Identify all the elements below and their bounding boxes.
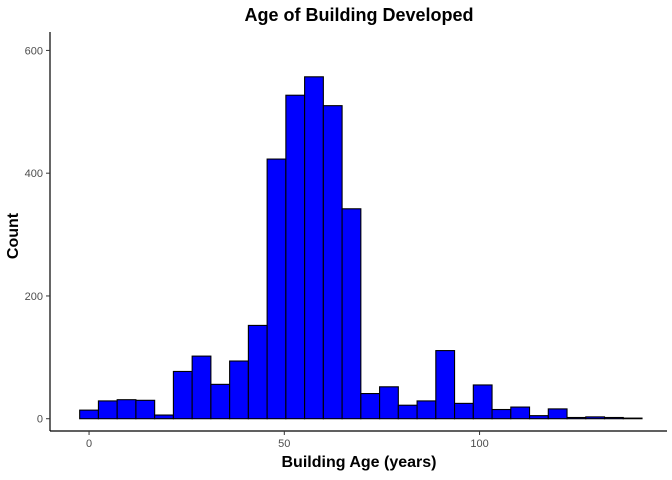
histogram-bar bbox=[322, 105, 343, 420]
histogram-bar bbox=[416, 400, 437, 420]
histogram-bar bbox=[304, 76, 324, 420]
x-tick-label: 50 bbox=[278, 438, 290, 450]
histogram-bar bbox=[266, 158, 287, 420]
y-axis-label: Count bbox=[5, 212, 22, 260]
histogram-bar bbox=[172, 370, 193, 420]
histogram-bar bbox=[435, 350, 456, 420]
histogram-bar bbox=[397, 404, 418, 420]
histogram-bar bbox=[454, 402, 474, 420]
histogram-bar bbox=[97, 400, 118, 420]
x-tick-label: 0 bbox=[86, 438, 92, 450]
histogram-bar bbox=[210, 383, 231, 420]
histogram-bar bbox=[360, 393, 381, 420]
histogram-bar bbox=[472, 384, 493, 420]
x-tick-label: 100 bbox=[470, 438, 488, 450]
histogram-bar bbox=[603, 416, 624, 420]
histogram-bar bbox=[622, 417, 643, 420]
y-tick-label: 200 bbox=[25, 291, 43, 303]
histogram-bar bbox=[191, 355, 212, 420]
histogram-bar bbox=[135, 399, 156, 420]
histogram-bar bbox=[585, 416, 606, 420]
histogram-bars bbox=[79, 76, 643, 420]
x-axis-ticks: 0 50 100 bbox=[86, 431, 489, 450]
y-tick-label: 0 bbox=[37, 414, 43, 426]
histogram-bar bbox=[116, 399, 137, 420]
x-axis-label: Building Age (years) bbox=[281, 454, 437, 471]
histogram-bar bbox=[566, 416, 587, 420]
histogram-bar bbox=[491, 408, 512, 420]
histogram-bar bbox=[528, 415, 549, 420]
histogram-bar bbox=[154, 414, 174, 420]
histogram-bar bbox=[79, 409, 99, 420]
y-axis-ticks: 0 200 400 600 bbox=[25, 45, 50, 426]
y-tick-label: 400 bbox=[25, 168, 43, 180]
histogram-bar bbox=[285, 94, 306, 420]
histogram-bar bbox=[379, 386, 399, 420]
y-tick-label: 600 bbox=[25, 45, 43, 57]
histogram-bar bbox=[341, 208, 362, 420]
histogram-bar bbox=[510, 406, 531, 420]
histogram-bar bbox=[229, 360, 249, 420]
histogram-bar bbox=[547, 408, 568, 420]
histogram-bar bbox=[247, 324, 268, 420]
chart-title: Age of Building Developed bbox=[244, 5, 474, 25]
